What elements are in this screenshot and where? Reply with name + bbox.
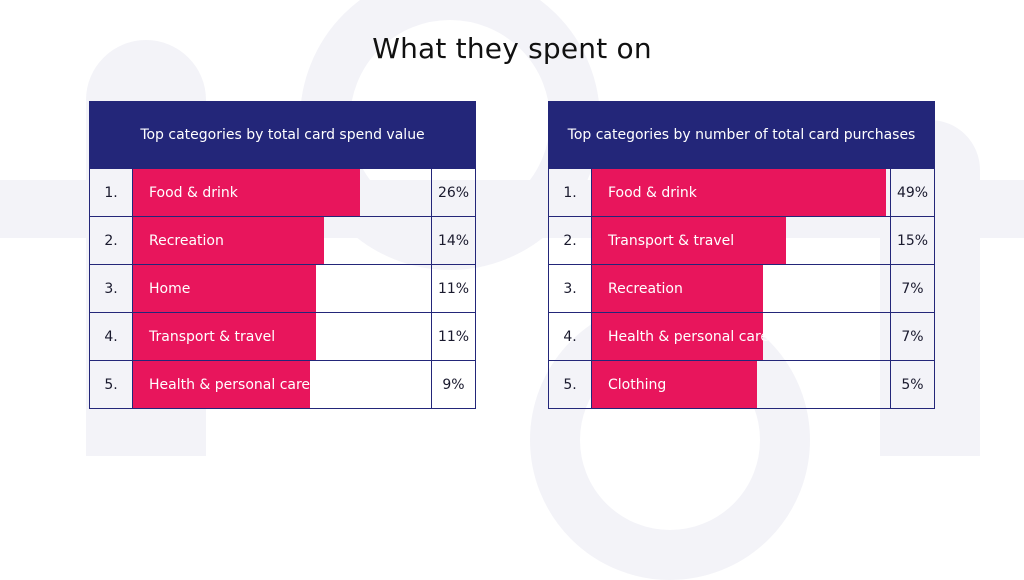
category-label: Home [149,280,191,297]
table-row: 3. Recreation 7% [549,265,934,313]
bar-cell: Recreation [133,217,432,264]
bar-cell: Home [133,265,432,312]
table-row: 4. Transport & travel 11% [90,313,475,361]
background-letter-shape [880,120,980,456]
bar [133,265,316,312]
category-label: Food & drink [149,184,238,201]
bar-cell: Recreation [592,265,891,312]
value-label: 15% [896,232,929,249]
table-row: 2. Transport & travel 15% [549,217,934,265]
table-row: 3. Home 11% [90,265,475,313]
rank-label: 1. [549,169,592,216]
category-label: Clothing [608,376,667,393]
category-label: Health & personal care [608,328,770,345]
rank-label: 4. [549,313,592,360]
rank-label: 4. [90,313,133,360]
bar-cell: Health & personal care [133,361,432,408]
bar-cell: Transport & travel [592,217,891,264]
value-label: 26% [437,184,470,201]
table-row: 2. Recreation 14% [90,217,475,265]
value-label: 14% [437,232,470,249]
bar [592,169,886,216]
rank-label: 2. [90,217,133,264]
table-row: 1. Food & drink 49% [549,169,934,217]
bar [592,217,786,264]
category-label: Recreation [608,280,683,297]
page-title: What they spent on [372,32,652,65]
panel-rows: 1. Food & drink 26% 2. Recreation 14% 3. Home 11… [89,169,476,409]
rank-label: 3. [90,265,133,312]
table-row: 5. Clothing 5% [549,361,934,409]
value-label: 7% [901,280,924,297]
bar-cell: Transport & travel [133,313,432,360]
bar-cell: Food & drink [592,169,891,216]
category-label: Transport & travel [149,328,276,345]
bar-cell: Clothing [592,361,891,408]
value-label: 9% [442,376,465,393]
value-label: 5% [901,376,924,393]
bar [133,217,324,264]
bar [592,313,763,360]
value-label: 11% [437,328,470,345]
panel-rows: 1. Food & drink 49% 2. Transport & travel 15%… [548,169,935,409]
value-label: 49% [896,184,929,201]
category-label: Recreation [149,232,224,249]
table-row: 4. Health & personal care 7% [549,313,934,361]
rank-label: 5. [90,361,133,408]
panel-title: Top categories by total card spend value [89,101,476,169]
category-label: Food & drink [608,184,697,201]
rank-label: 3. [549,265,592,312]
bar [133,361,310,408]
table-row: 1. Food & drink 26% [90,169,475,217]
value-label: 7% [901,328,924,345]
category-label: Health & personal care [149,376,311,393]
bar [592,361,757,408]
panel-title: Top categories by number of total card p… [548,101,935,169]
purchase-count-panel: Top categories by number of total card p… [548,101,935,409]
bar [133,313,316,360]
bar-cell: Food & drink [133,169,432,216]
rank-label: 5. [549,361,592,408]
bar-cell: Health & personal care [592,313,891,360]
table-row: 5. Health & personal care 9% [90,361,475,409]
category-label: Transport & travel [608,232,735,249]
rank-label: 1. [90,169,133,216]
bar [133,169,360,216]
rank-label: 2. [549,217,592,264]
value-label: 11% [437,280,470,297]
spend-value-panel: Top categories by total card spend value… [89,101,476,409]
bar [592,265,763,312]
